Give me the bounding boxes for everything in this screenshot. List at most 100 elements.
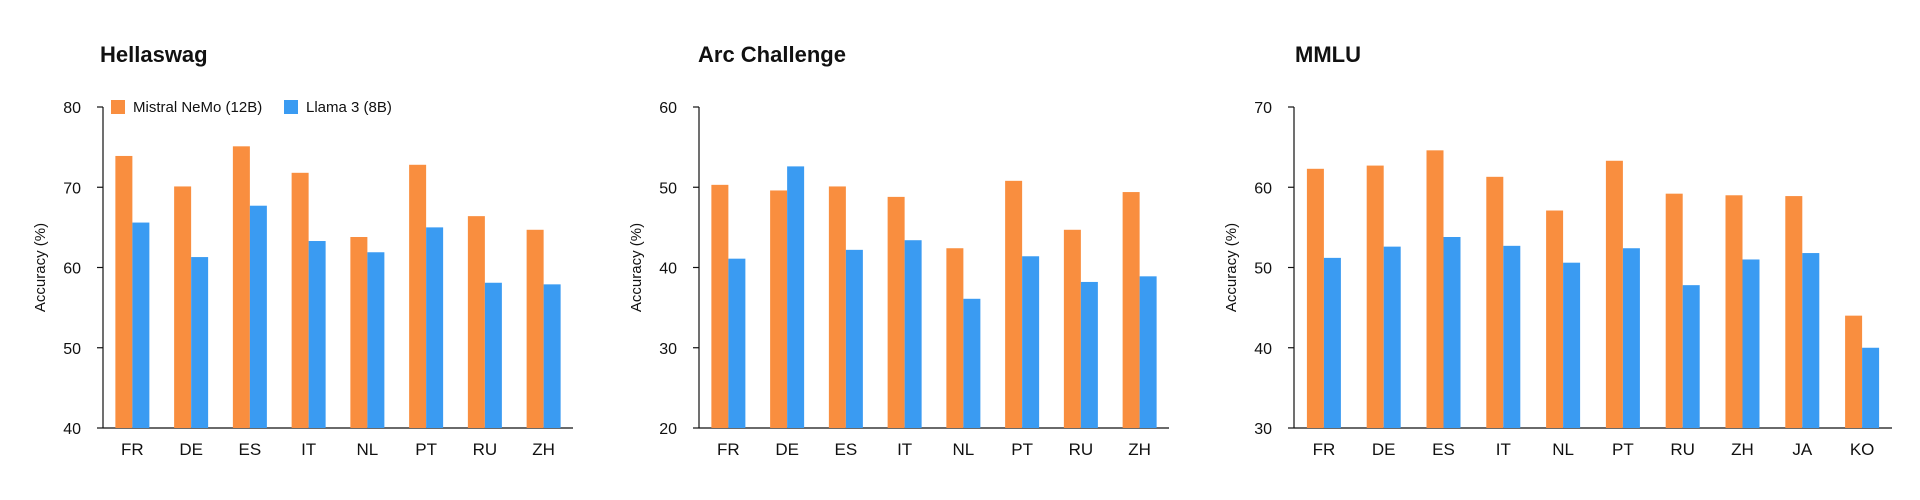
- chart-title: Hellaswag: [100, 42, 208, 67]
- bar-mistral-de: [770, 190, 788, 428]
- bar-llama-es: [249, 205, 267, 428]
- bar-llama-pt: [1022, 256, 1040, 428]
- y-tick-label: 60: [659, 100, 677, 117]
- bar-llama-pt: [1622, 248, 1640, 428]
- bar-llama-de: [787, 166, 805, 428]
- legend-label-llama: Llama 3 (8B): [306, 99, 392, 116]
- bar-mistral-zh: [526, 229, 544, 428]
- x-tick-label: ZH: [532, 440, 555, 459]
- bar-llama-ru: [484, 282, 502, 428]
- bar-llama-fr: [132, 222, 150, 428]
- y-axis-label: Accuracy (%): [628, 223, 645, 312]
- chart-title: Arc Challenge: [698, 42, 846, 67]
- bar-llama-es: [845, 249, 863, 428]
- bar-llama-de: [191, 257, 209, 428]
- bar-mistral-fr: [115, 155, 133, 428]
- y-tick-label: 50: [1254, 261, 1272, 278]
- x-tick-label: ES: [239, 440, 262, 459]
- y-tick-label: 60: [63, 261, 81, 278]
- x-tick-label: FR: [121, 440, 144, 459]
- chart-panel-1: Hellaswag Accuracy (%) 40 50 60 70 80 FR DE ES IT N…: [32, 42, 573, 459]
- bar-mistral-es: [232, 146, 250, 428]
- x-tick-label: RU: [1069, 440, 1094, 459]
- bar-llama-ru: [1682, 285, 1700, 428]
- bar-mistral-ja: [1785, 196, 1803, 428]
- x-tick-label: FR: [1313, 440, 1336, 459]
- bar-mistral-de: [174, 186, 192, 428]
- bar-llama-nl: [963, 298, 981, 428]
- bar-llama-it: [904, 240, 922, 428]
- bar-mistral-it: [887, 196, 905, 428]
- bar-llama-fr: [728, 258, 746, 428]
- bar-mistral-zh: [1725, 195, 1743, 428]
- bar-mistral-de: [1366, 165, 1384, 428]
- y-axis-label: Accuracy (%): [1223, 223, 1240, 312]
- x-tick-label: IT: [301, 440, 316, 459]
- bar-llama-ru: [1080, 281, 1098, 428]
- x-tick-label: ES: [1432, 440, 1455, 459]
- bar-llama-zh: [1139, 276, 1157, 428]
- bar-llama-nl: [367, 252, 385, 428]
- y-tick-label: 30: [659, 341, 677, 358]
- x-tick-label: IT: [897, 440, 912, 459]
- bar-mistral-it: [1486, 176, 1504, 428]
- chart-panel-3: MMLU Accuracy (%) 30 40 50 60 70 FR DE ES IT NL PT RU…: [1223, 42, 1892, 459]
- bar-llama-es: [1443, 237, 1461, 428]
- chart-title: MMLU: [1295, 42, 1361, 67]
- bar-mistral-ru: [1665, 193, 1683, 428]
- bar-mistral-nl: [1546, 210, 1564, 428]
- bar-llama-it: [308, 241, 326, 428]
- x-tick-label: FR: [717, 440, 740, 459]
- x-tick-label: PT: [415, 440, 437, 459]
- y-tick-label: 30: [1254, 421, 1272, 438]
- bar-mistral-pt: [1605, 160, 1623, 428]
- y-tick-label: 40: [659, 261, 677, 278]
- legend-swatch-llama: [284, 100, 298, 114]
- x-tick-label: ZH: [1128, 440, 1151, 459]
- bar-mistral-pt: [1005, 180, 1023, 428]
- bar-llama-nl: [1563, 262, 1581, 428]
- y-tick-label: 50: [63, 341, 81, 358]
- bar-mistral-ru: [1063, 229, 1081, 428]
- x-tick-label: NL: [1552, 440, 1574, 459]
- x-tick-label: ES: [835, 440, 858, 459]
- bar-llama-pt: [426, 227, 444, 428]
- bar-mistral-ru: [467, 216, 485, 428]
- bar-llama-zh: [1742, 259, 1760, 428]
- x-tick-label: DE: [775, 440, 799, 459]
- x-tick-label: DE: [1372, 440, 1396, 459]
- legend-swatch-mistral: [111, 100, 125, 114]
- x-tick-label: DE: [179, 440, 203, 459]
- y-tick-label: 60: [1254, 180, 1272, 197]
- bar-llama-it: [1503, 245, 1521, 428]
- bar-mistral-nl: [946, 248, 964, 428]
- y-tick-label: 40: [63, 421, 81, 438]
- x-tick-label: JA: [1792, 440, 1813, 459]
- y-tick-label: 70: [1254, 100, 1272, 117]
- x-tick-label: IT: [1496, 440, 1511, 459]
- y-tick-label: 20: [659, 421, 677, 438]
- bar-mistral-pt: [409, 164, 427, 428]
- bar-mistral-nl: [350, 237, 368, 428]
- y-tick-label: 50: [659, 180, 677, 197]
- bar-mistral-fr: [711, 184, 729, 428]
- x-tick-label: ZH: [1731, 440, 1754, 459]
- bar-mistral-es: [1426, 150, 1444, 428]
- bar-llama-de: [1383, 246, 1401, 428]
- x-tick-label: RU: [473, 440, 498, 459]
- bar-mistral-it: [291, 172, 309, 428]
- bar-mistral-fr: [1306, 168, 1324, 429]
- bar-llama-fr: [1323, 257, 1341, 428]
- bar-mistral-zh: [1122, 192, 1140, 428]
- y-tick-label: 70: [63, 180, 81, 197]
- chart-panel-2: Arc Challenge Accuracy (%) 20 30 40 50 60 FR DE E…: [628, 42, 1169, 459]
- x-tick-label: PT: [1612, 440, 1634, 459]
- x-tick-label: NL: [357, 440, 379, 459]
- bar-llama-zh: [543, 284, 561, 428]
- bar-mistral-es: [828, 186, 846, 428]
- bar-llama-ko: [1862, 347, 1880, 428]
- y-axis-label: Accuracy (%): [32, 223, 49, 312]
- x-tick-label: KO: [1850, 440, 1875, 459]
- legend-label-mistral: Mistral NeMo (12B): [133, 99, 262, 116]
